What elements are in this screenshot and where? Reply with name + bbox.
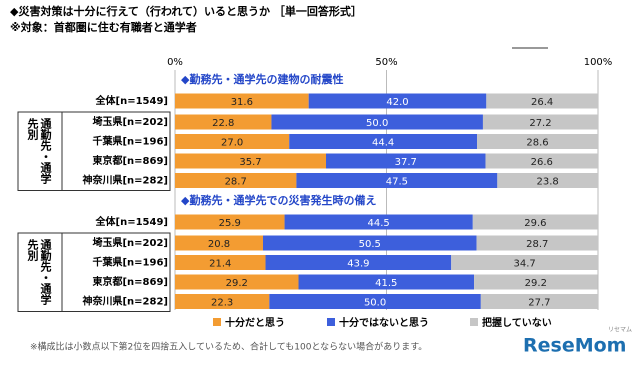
value-label: 27.2 (529, 118, 551, 129)
legend-label: 十分ではないと思う (339, 316, 429, 329)
value-label: 41.5 (375, 278, 397, 289)
bar-segment (296, 173, 498, 188)
bar-segment (175, 114, 272, 130)
bar-segment (175, 153, 327, 169)
value-label: 37.7 (395, 157, 417, 168)
bar-segment (175, 274, 299, 290)
value-label: 50.5 (359, 239, 381, 250)
bar-segment (289, 134, 478, 149)
category-label: 神奈川県[n=282] (82, 174, 168, 187)
value-label: 26.6 (531, 157, 553, 168)
value-label: 50.0 (366, 118, 388, 129)
section-title: ◆勤務先・通学先の建物の耐震性 (181, 72, 343, 86)
value-label: 22.3 (211, 298, 233, 309)
group-box (17, 111, 171, 191)
bar-segment (175, 93, 309, 109)
bar-segment (480, 294, 598, 309)
value-label: 28.6 (526, 138, 548, 149)
bar-segment (262, 235, 477, 251)
value-label: 42.0 (386, 97, 408, 108)
value-label: 44.5 (368, 218, 390, 229)
category-label: 東京都[n=869] (92, 154, 168, 167)
bar-segment (175, 235, 263, 251)
x-tick-label: 100% (584, 57, 613, 68)
bar-segment (175, 134, 290, 149)
bar-segment (298, 274, 475, 290)
category-label: 千葉県[n=196] (92, 256, 168, 269)
bar-segment (485, 153, 598, 169)
bar-segment (497, 173, 598, 188)
bar-segment (175, 255, 266, 270)
value-label: 29.6 (524, 218, 546, 229)
bar-segment (269, 294, 481, 309)
value-label: 20.8 (208, 239, 230, 250)
legend-swatch (213, 318, 221, 326)
bar-segment (482, 114, 598, 130)
value-label: 29.2 (525, 278, 547, 289)
value-label: 25.9 (219, 218, 241, 229)
value-label: 21.4 (209, 259, 231, 270)
bar-segment (308, 93, 487, 109)
bar-segment (175, 173, 297, 188)
value-label: 34.7 (513, 259, 535, 270)
group-label: 通勤先・通学先別 (26, 239, 52, 305)
category-label: 神奈川県[n=282] (82, 295, 168, 308)
bar-segment (265, 255, 452, 270)
x-tick-label: 50% (375, 57, 397, 68)
bar-segment (477, 134, 598, 149)
bar-segment (284, 214, 473, 230)
legend-swatch (327, 318, 335, 326)
category-label: 埼玉県[n=202] (92, 115, 168, 128)
chart-title: ◆災害対策は十分に行えて（行われて）いると思うか ［単一回答形式］ (10, 4, 362, 18)
value-label: 43.9 (347, 259, 369, 270)
legend-swatch (470, 318, 478, 326)
x-tick-label: 0% (167, 57, 183, 68)
bar-segment (472, 214, 598, 230)
watermark-logo: ReseMom (523, 335, 626, 357)
bar-segment (271, 114, 483, 130)
category-label: 全体[n=1549] (95, 94, 168, 107)
value-label: 27.0 (221, 138, 243, 149)
bar-segment (175, 214, 285, 230)
watermark-kana: リセマム (608, 327, 632, 334)
bar-segment (175, 294, 270, 309)
value-label: 27.7 (528, 298, 550, 309)
category-label: 埼玉県[n=202] (92, 236, 168, 249)
chart-subtitle: ※対象：首都圏に住む有職者と通学者 (10, 20, 197, 34)
bar-segment (474, 274, 598, 290)
value-label: 35.7 (239, 157, 261, 168)
value-label: 28.7 (526, 239, 548, 250)
category-label: 東京都[n=869] (92, 275, 168, 288)
value-label: 50.0 (364, 298, 386, 309)
category-label: 千葉県[n=196] (92, 135, 168, 148)
value-label: 22.8 (212, 118, 234, 129)
value-label: 28.7 (225, 177, 247, 188)
bar-segment (326, 153, 486, 169)
bar-segment (451, 255, 598, 270)
group-label: 通勤先・通学先別 (26, 118, 52, 184)
bar-segment (476, 235, 598, 251)
value-label: 23.8 (537, 177, 559, 188)
section-title: ◆勤務先・通学先での災害発生時の備え (181, 193, 376, 207)
value-label: 31.6 (231, 97, 253, 108)
legend-label: 把握していない (482, 316, 552, 329)
value-label: 26.4 (531, 97, 553, 108)
value-label: 47.5 (386, 177, 408, 188)
category-label: 全体[n=1549] (95, 215, 168, 228)
group-box (17, 232, 171, 312)
value-label: 29.2 (226, 278, 248, 289)
bar-segment (486, 93, 598, 109)
legend-label: 十分だと思う (225, 316, 285, 329)
footnote: ※構成比は小数点以下第2位を四捨五入しているため、合計しても100とならない場合… (30, 341, 427, 353)
value-label: 44.4 (372, 138, 394, 149)
